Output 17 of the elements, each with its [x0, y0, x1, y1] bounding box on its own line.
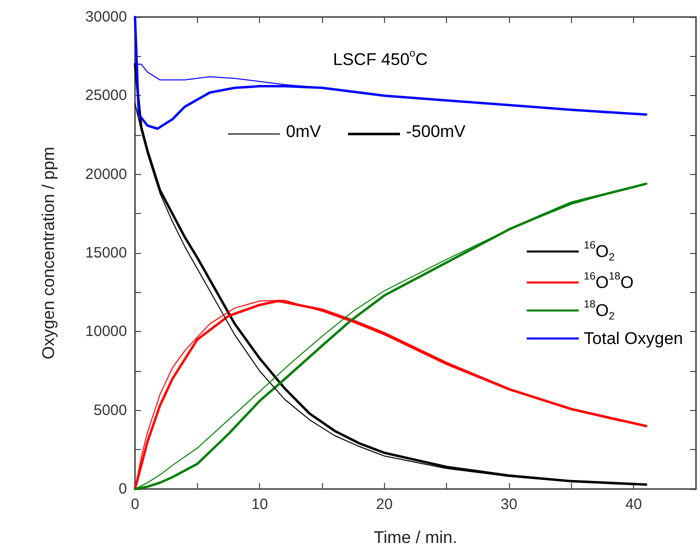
legend-label: Total Oxygen [584, 329, 684, 348]
x-axis-title: Time / min. [374, 528, 458, 547]
x-tick-label: 0 [130, 496, 140, 513]
x-tick-label: 10 [251, 496, 268, 513]
x-tick-label: 40 [625, 496, 642, 513]
y-tick-label: 0 [118, 480, 127, 498]
y-tick-label: 20000 [85, 166, 127, 183]
x-tick-label: 30 [500, 496, 518, 513]
annotation: 0mV [286, 122, 322, 141]
y-tick-label: 15000 [85, 244, 127, 262]
y-tick-label: 10000 [85, 323, 127, 340]
x-tick-label: 20 [376, 496, 393, 513]
y-tick-label: 25000 [85, 87, 127, 104]
annotation: -500mV [406, 122, 466, 141]
y-tick-label: 30000 [85, 8, 127, 26]
y-axis-title: Oxygen concentration / ppm [39, 146, 58, 360]
y-tick-label: 5000 [94, 402, 127, 419]
